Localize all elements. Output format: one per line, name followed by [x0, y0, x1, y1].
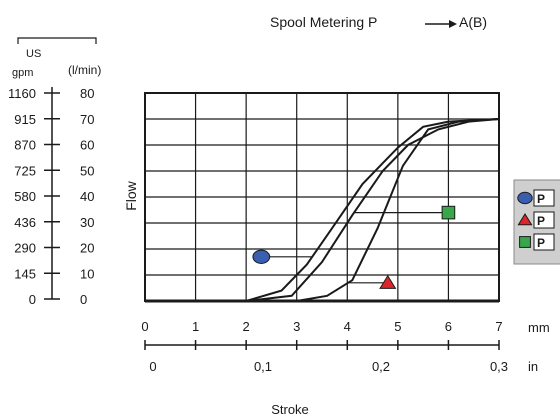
legend-marker-triangle [517, 213, 533, 226]
legend-label-box [533, 211, 555, 229]
y-tick-lmin: 60 [80, 138, 94, 153]
x-tick-mm: 1 [192, 319, 199, 334]
series-lines [145, 118, 500, 302]
y-unit-us-top: US [26, 48, 41, 60]
legend-label: P [537, 236, 545, 250]
x-tick-in: 0 [149, 359, 156, 374]
y-tick-gpm: 1160 [8, 86, 36, 101]
legend-label: P [537, 192, 545, 206]
y-tick-lmin: 30 [80, 215, 94, 230]
x-tick-mm: 6 [445, 319, 452, 334]
series-markers [252, 205, 456, 289]
x-tick-in: 0,3 [490, 359, 508, 374]
x-unit-in: in [528, 359, 538, 374]
x-axis-label: Stroke [271, 402, 309, 417]
legend-label-box [533, 233, 555, 251]
legend-marker-square [519, 236, 531, 248]
y-unit-lmin: (l/min) [68, 63, 101, 77]
x-tick-mm: 2 [243, 319, 250, 334]
chart-title: Spool Metering P [270, 14, 377, 30]
y-tick-lmin: 0 [80, 292, 87, 307]
title-arrow-head-icon [449, 20, 457, 28]
legend-label-box [533, 189, 555, 207]
y-tick-gpm: 580 [14, 189, 36, 204]
y-tick-gpm: 870 [14, 138, 36, 153]
y-tick-lmin: 70 [80, 112, 94, 127]
x-tick-in: 0,1 [254, 359, 272, 374]
y-tick-lmin: 20 [80, 241, 94, 256]
y-tick-lmin: 10 [80, 266, 94, 281]
y-tick-lmin: 50 [80, 163, 94, 178]
legend-marker-circle [517, 191, 533, 205]
y-tick-gpm: 915 [14, 112, 36, 127]
legend-entries: PPP [517, 189, 555, 251]
unit-bracket [17, 37, 97, 44]
series-line-triangle [145, 118, 500, 302]
series-line-square [145, 118, 500, 302]
y-unit-us-bottom: gpm [12, 67, 33, 79]
x-tick-mm: 7 [495, 319, 502, 334]
series-line-circle [145, 118, 500, 302]
x-tick-mm: 0 [141, 319, 148, 334]
series-marker-square [441, 205, 456, 220]
legend-label: P [537, 214, 545, 228]
y-tick-gpm: 436 [14, 215, 36, 230]
series-marker-triangle [379, 274, 397, 289]
y-scale-ticks: 0 0 10 145 20 290 30 436 40 580 50 725 60 870 70 915 80 1… [8, 86, 94, 307]
x-tick-mm: 4 [344, 319, 351, 334]
x-tick-mm: 5 [394, 319, 401, 334]
x-tick-mm: 3 [293, 319, 300, 334]
y-tick-lmin: 40 [80, 189, 94, 204]
series-marker-circle [252, 249, 271, 264]
y-tick-gpm: 0 [29, 292, 36, 307]
x-unit-mm: mm [528, 320, 550, 335]
y-tick-lmin: 80 [80, 86, 94, 101]
y-axis-label: Flow [123, 180, 139, 210]
x-tick-in: 0,2 [372, 359, 390, 374]
chart-title-suffix: A(B) [459, 14, 487, 30]
y-tick-gpm: 725 [14, 163, 36, 178]
y-tick-gpm: 145 [14, 266, 36, 281]
y-tick-gpm: 290 [14, 241, 36, 256]
x-axis-in: 0 0,1 0,2 0,3 [149, 359, 508, 374]
